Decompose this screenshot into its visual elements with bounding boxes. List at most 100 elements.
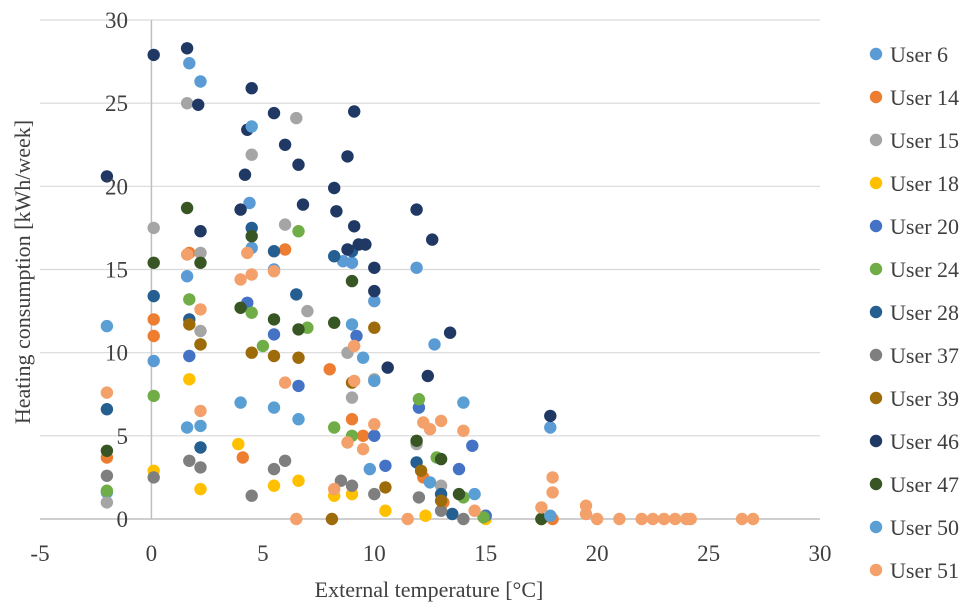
legend-marker [869, 563, 883, 577]
data-point [414, 464, 428, 477]
data-point [180, 97, 194, 110]
data-point [100, 444, 114, 457]
legend-label: User 50 [890, 515, 959, 540]
x-tick-label: 5 [257, 541, 269, 566]
data-point [234, 203, 247, 216]
data-point [278, 138, 292, 151]
data-point [278, 218, 292, 231]
data-point [345, 391, 359, 404]
legend-marker [869, 520, 883, 534]
legend-item: User 37 [869, 343, 959, 368]
data-point [292, 158, 305, 171]
data-point [348, 374, 361, 388]
data-point [100, 484, 114, 497]
legend-label: User 18 [890, 171, 959, 196]
data-point [194, 75, 207, 88]
data-point [356, 351, 370, 364]
data-point [410, 203, 423, 216]
data-point [457, 396, 470, 409]
data-point [348, 220, 361, 233]
series-user-6 [100, 57, 557, 499]
data-point [236, 451, 249, 464]
data-point [194, 441, 207, 454]
data-point [245, 120, 258, 133]
data-point [468, 487, 481, 501]
legend-marker [869, 219, 883, 233]
data-point [356, 442, 370, 456]
data-point [345, 274, 359, 288]
data-point [234, 301, 247, 314]
data-point [147, 471, 160, 484]
legend-label: User 24 [890, 257, 959, 282]
y-tick-label: 0 [117, 507, 129, 532]
data-point [477, 511, 490, 524]
data-point [434, 452, 448, 466]
x-tick-label: 10 [363, 541, 386, 566]
data-point [368, 284, 381, 298]
data-point [423, 476, 437, 489]
data-point [401, 512, 414, 526]
data-point [241, 246, 254, 260]
data-point [348, 105, 361, 118]
data-point [368, 487, 381, 501]
data-point [446, 507, 459, 521]
legend-item: User 20 [869, 214, 959, 239]
data-point [290, 288, 303, 301]
data-point [232, 437, 245, 451]
data-point [267, 462, 281, 476]
data-point [267, 265, 281, 278]
data-point [334, 474, 348, 487]
data-point [368, 294, 381, 308]
y-tick-label: 25 [105, 91, 128, 116]
data-point [147, 48, 160, 62]
data-point [100, 386, 114, 399]
series-user-14 [100, 243, 559, 526]
data-point [457, 512, 470, 526]
data-point [292, 474, 305, 487]
data-point [292, 413, 305, 426]
legend-marker [869, 176, 883, 190]
legend-label: User 39 [890, 386, 959, 411]
legend-marker [869, 305, 883, 319]
data-point [328, 482, 341, 496]
data-point [301, 304, 314, 318]
data-point [579, 507, 593, 521]
data-point [234, 273, 247, 286]
legend-item: User 46 [869, 429, 959, 454]
legend-marker [869, 434, 883, 448]
data-point [434, 504, 448, 517]
x-tick-label: 15 [474, 541, 497, 566]
data-point [194, 324, 207, 338]
data-point [278, 376, 292, 389]
data-point [292, 225, 305, 238]
x-tick-label: 25 [697, 541, 720, 566]
data-point [180, 248, 194, 261]
data-point [368, 374, 381, 388]
data-point [183, 293, 196, 306]
data-point [245, 346, 258, 359]
data-point [194, 461, 207, 474]
series-user-50 [100, 120, 557, 522]
data-point [323, 363, 336, 376]
data-point [341, 243, 354, 256]
legend-item: User 51 [869, 558, 959, 583]
data-point [423, 423, 437, 436]
data-point [267, 479, 281, 492]
legend-label: User 37 [890, 343, 959, 368]
legend-marker [869, 262, 883, 276]
data-point [345, 256, 359, 269]
data-point [410, 261, 423, 274]
data-point [421, 369, 434, 383]
series-user-51 [100, 246, 760, 526]
series-user-37 [100, 454, 470, 526]
legend-label: User 28 [890, 300, 959, 325]
series-user-39 [183, 318, 448, 526]
data-point [183, 57, 196, 70]
data-point [278, 243, 292, 256]
data-point [296, 198, 310, 211]
y-tick-label: 15 [105, 258, 128, 283]
data-point [325, 512, 339, 526]
data-point [183, 349, 196, 363]
legend-item: User 39 [869, 386, 959, 411]
data-point [379, 504, 392, 517]
